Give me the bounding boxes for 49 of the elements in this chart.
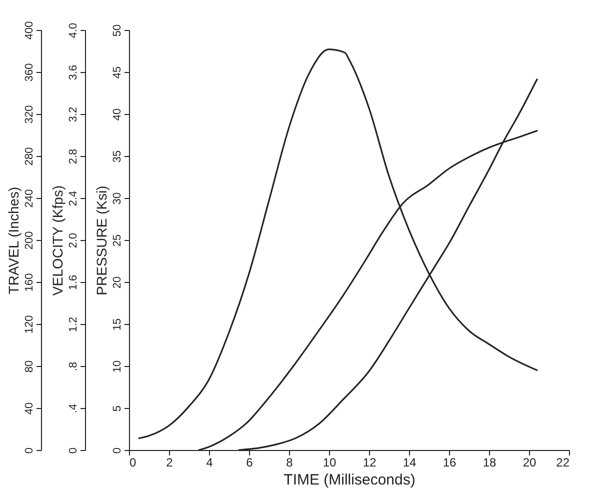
y-tick-label: 50 — [112, 24, 124, 37]
y-tick-label: 15 — [112, 318, 124, 331]
x-axis-title: TIME (Milliseconds) — [284, 472, 416, 488]
y-tick-label: 25 — [112, 234, 124, 247]
y3-tick-label: 240 — [24, 189, 36, 208]
y2-tick-label: 2.8 — [68, 148, 80, 164]
y-axis-title: PRESSURE (Ksi) — [94, 186, 110, 296]
y2-tick-label: 3.2 — [68, 106, 80, 122]
y-tick-label: 5 — [112, 405, 124, 412]
y3-tick-label: 400 — [24, 21, 36, 40]
y3-tick-label: 0 — [24, 447, 36, 454]
x-tick-label: 20 — [522, 456, 536, 470]
y2-tick-label: 2.4 — [68, 190, 80, 206]
x-tick-label: 14 — [402, 456, 416, 470]
y3-tick-label: 80 — [24, 360, 36, 373]
y3-tick-label: 120 — [24, 315, 36, 334]
x-tick-label: 10 — [322, 456, 336, 470]
y2-tick-label: 1.6 — [68, 274, 80, 290]
y3-tick-label: 200 — [24, 231, 36, 250]
y2-tick-label: 0 — [68, 447, 80, 454]
x-tick-label: 16 — [442, 456, 456, 470]
x-tick-label: 0 — [130, 456, 136, 470]
y3-axis-title: TRAVEL (Inches) — [6, 186, 22, 294]
x-tick-label: 8 — [286, 456, 294, 470]
x-tick-label: 2 — [166, 456, 174, 470]
y-tick-label: 10 — [112, 360, 124, 373]
y2-tick-label: 4.0 — [68, 22, 80, 38]
y2-tick-label: .4 — [68, 404, 80, 414]
y-tick-label: 0 — [112, 447, 124, 454]
y2-axis-title: VELOCITY (Kfps) — [50, 185, 66, 296]
y3-tick-label: 160 — [24, 273, 36, 292]
y3-tick-label: 360 — [24, 63, 36, 82]
y2-tick-label: 1.2 — [68, 316, 80, 332]
y2-tick-label: .8 — [68, 362, 80, 372]
y2-tick-label: 2.0 — [68, 232, 80, 248]
y3-tick-label: 320 — [24, 105, 36, 124]
y-tick-label: 20 — [112, 276, 124, 289]
x-tick-label: 4 — [206, 456, 214, 470]
x-tick-label: 22 — [556, 456, 570, 470]
x-tick-label: 18 — [482, 456, 496, 470]
y-tick-label: 40 — [112, 108, 124, 121]
y3-tick-label: 40 — [24, 402, 36, 415]
y2-tick-label: 3.6 — [68, 64, 80, 80]
y-tick-label: 30 — [112, 192, 124, 205]
x-tick-label: 12 — [362, 456, 376, 470]
x-tick-label: 6 — [246, 456, 254, 470]
y3-tick-label: 280 — [24, 147, 36, 166]
y-tick-label: 35 — [112, 150, 124, 163]
y-tick-label: 45 — [112, 66, 124, 79]
